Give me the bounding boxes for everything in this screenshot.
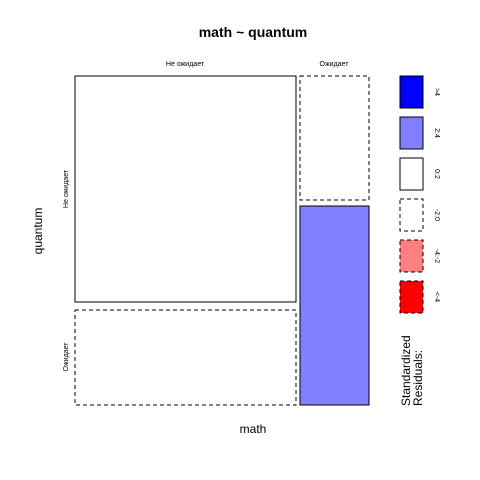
x-tick-label-0: Не ожидает bbox=[166, 61, 205, 68]
mosaic-cell-0 bbox=[74, 75, 297, 303]
legend-label-3: -2:0 bbox=[433, 209, 440, 221]
legend-box-0 bbox=[399, 75, 424, 109]
legend-box-3 bbox=[399, 198, 424, 232]
x-tick-label-1: Ожидает bbox=[320, 61, 350, 68]
mosaic-cells bbox=[74, 75, 370, 406]
legend-label-4: -4:-2 bbox=[433, 249, 440, 264]
legend-label-0: >4 bbox=[433, 88, 440, 96]
legend-title: Standardized Residuals: bbox=[399, 332, 425, 406]
legend-label-1: 2:4 bbox=[433, 128, 440, 138]
legend-label-5: <-4 bbox=[433, 292, 440, 302]
mosaic-cell-3 bbox=[299, 205, 370, 406]
legend-box-4 bbox=[399, 239, 424, 273]
legend-label-2: 0:2 bbox=[433, 169, 440, 179]
y-tick-label-0: Не ожидает bbox=[63, 169, 70, 208]
mosaic-cell-2 bbox=[299, 75, 370, 201]
y-tick-label-1: Ожидает bbox=[63, 342, 70, 372]
residual-legend: >4 2:4 0:2 -2:0 -4:-2 <-4 bbox=[399, 75, 440, 314]
chart-title: math ~ quantum bbox=[199, 24, 308, 40]
x-axis-title: math bbox=[240, 422, 267, 436]
legend-box-5 bbox=[399, 280, 424, 314]
legend-box-2 bbox=[399, 157, 424, 191]
mosaic-cell-1 bbox=[74, 309, 297, 406]
legend-box-1 bbox=[399, 116, 424, 150]
y-axis-title: quantum bbox=[31, 208, 45, 255]
